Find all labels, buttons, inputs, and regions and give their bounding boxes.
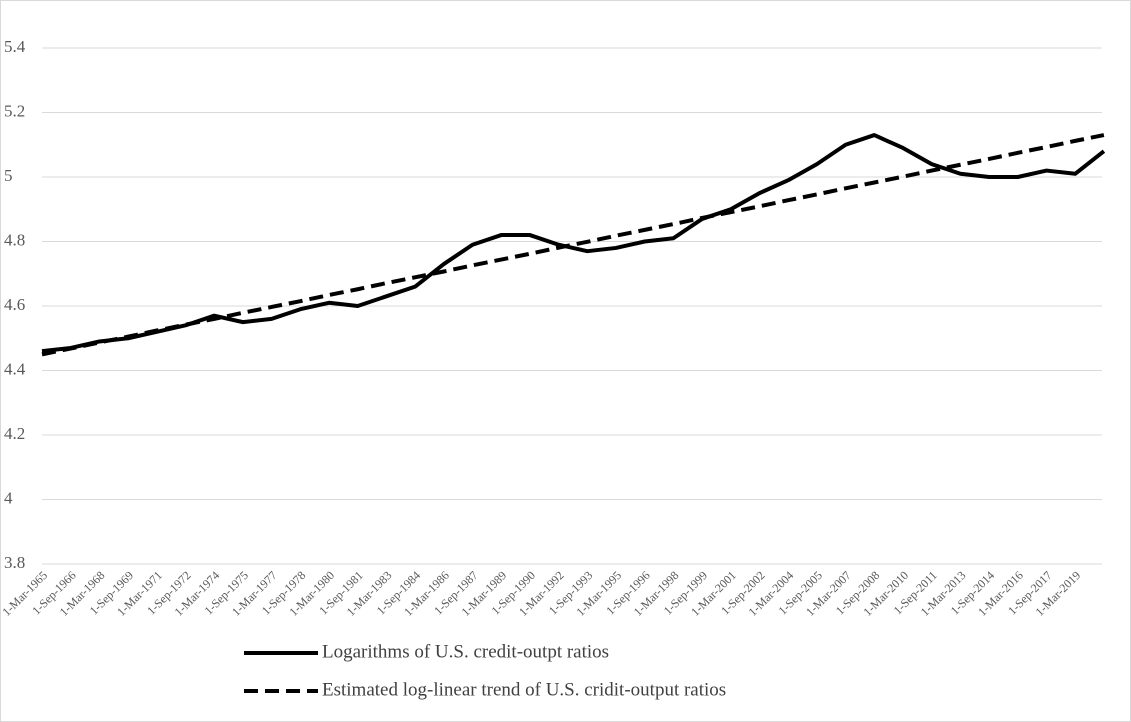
y-tick-label: 4.4 <box>4 359 26 378</box>
y-tick-label: 5 <box>4 166 13 185</box>
y-tick-label: 4 <box>4 488 13 507</box>
y-tick-label: 5.2 <box>4 101 25 120</box>
y-tick-label: 3.8 <box>4 553 25 572</box>
y-tick-label: 4.8 <box>4 230 25 249</box>
legend-label: Estimated log-linear trend of U.S. cridi… <box>322 679 726 700</box>
y-tick-label: 5.4 <box>4 37 26 56</box>
y-tick-label: 4.6 <box>4 295 25 314</box>
y-tick-label: 4.2 <box>4 424 25 443</box>
legend-label: Logarithms of U.S. credit-outpt ratios <box>322 641 609 662</box>
series-line <box>41 133 1105 357</box>
